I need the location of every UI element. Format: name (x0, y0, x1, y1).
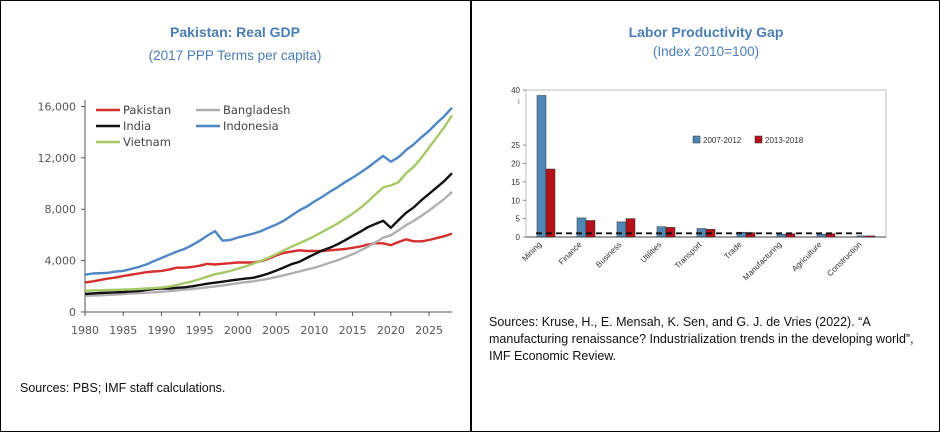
plot-area (525, 89, 887, 238)
legend-label-2007-2012: 2007-2012 (703, 136, 742, 145)
x-tick-label: 2010 (300, 324, 328, 337)
x-tick-label: 2005 (262, 324, 290, 337)
y-tick-label: 4,000 (45, 255, 77, 268)
gdp-panel: Pakistan: Real GDP (2017 PPP Terms per c… (20, 24, 454, 395)
y-tick-label: 10 (511, 196, 520, 205)
productivity-panel: Labor Productivity Gap (Index 2010=100) … (472, 0, 940, 432)
productivity-bar-chart: 0 5 10 15 20 25 40 ⁝ Mining Finance Business Utilit… (511, 86, 887, 282)
x-tick-label-trade: Trade (722, 240, 743, 261)
series-line-bangladesh (84, 191, 453, 298)
x-tick-label: 1980 (71, 324, 99, 337)
y-tick-label: 15 (511, 178, 520, 187)
bar-business-2007-2012 (616, 221, 627, 238)
x-tick-label: 1990 (147, 324, 175, 337)
productivity-chart-subtitle: (Index 2010=100) (652, 44, 760, 59)
gdp-source-note: Sources: PBS; IMF staff calculations. (20, 381, 226, 395)
x-tick-label-finance: Finance (557, 240, 584, 267)
y-tick-label: 5 (516, 215, 521, 224)
legend-label-india: India (123, 119, 151, 133)
gdp-line-chart: 0 4,000 8,000 12,000 16,000 1980 1985 1990 1995 2… (38, 100, 454, 337)
axis-break-mark: ⁝ (517, 97, 520, 106)
y-tick-label: 20 (511, 160, 520, 169)
bar-utilities-2013-2018 (665, 227, 676, 238)
productivity-source-note: Sources: Kruse, H., E. Mensah, K. Sen, a… (489, 315, 914, 363)
x-tick-label: 1995 (186, 324, 214, 337)
y-tick-label: 0 (516, 233, 521, 242)
series-line-india (84, 172, 453, 296)
bar-finance-2013-2018 (585, 220, 596, 238)
bar-mining-2013-2018 (545, 168, 556, 238)
bar-manufacturing-2007-2012 (776, 233, 787, 238)
series-line-vietnam (84, 114, 454, 292)
y-tick-label: 25 (511, 141, 520, 150)
bar-utilities-2007-2012 (656, 226, 667, 238)
y-tick-label: 0 (69, 306, 76, 319)
y-tick-label: 12,000 (38, 152, 77, 165)
legend-label-pakistan: Pakistan (123, 103, 171, 117)
x-tick-label: 2020 (377, 324, 405, 337)
productivity-chart-title: Labor Productivity Gap (628, 24, 784, 40)
legend-swatch-2013-2018 (754, 135, 763, 144)
legend-label-indonesia: Indonesia (223, 119, 279, 133)
x-tick-label-manufacturing: Manufacturing (741, 240, 783, 282)
y-tick-label: 40 (511, 86, 520, 95)
x-tick-label-utilities: Utilities (639, 240, 664, 265)
legend-label-bangladesh: Bangladesh (223, 103, 290, 117)
x-tick-label-transport: Transport (673, 240, 704, 271)
bar-business-2013-2018 (625, 218, 636, 238)
legend-label-vietnam: Vietnam (123, 135, 171, 149)
x-tick-label-agriculture: Agriculture (790, 240, 824, 274)
x-tick-label-mining: Mining (520, 240, 543, 263)
legend-swatch-2007-2012 (692, 135, 701, 144)
x-tick-label: 2025 (415, 324, 443, 337)
x-tick-label-business: Business (594, 240, 623, 269)
x-tick-label: 1985 (109, 324, 137, 337)
bar-construction-2007-2012 (856, 235, 867, 238)
panel-divider (470, 0, 472, 432)
y-tick-label: 16,000 (38, 100, 77, 113)
y-tick-label: 8,000 (45, 203, 77, 216)
x-tick-label: 2000 (224, 324, 252, 337)
gdp-chart-subtitle: (2017 PPP Terms per capita) (148, 48, 322, 63)
gdp-chart-title: Pakistan: Real GDP (170, 24, 300, 40)
bar-construction-2013-2018 (865, 235, 876, 238)
series-line-indonesia (84, 106, 453, 276)
x-tick-label: 2015 (339, 324, 367, 337)
bar-mining-2007-2012 (536, 95, 547, 238)
legend-label-2013-2018: 2013-2018 (765, 136, 804, 145)
bar-agriculture-2007-2012 (816, 233, 827, 238)
x-tick-label-construction: Construction (825, 240, 863, 278)
